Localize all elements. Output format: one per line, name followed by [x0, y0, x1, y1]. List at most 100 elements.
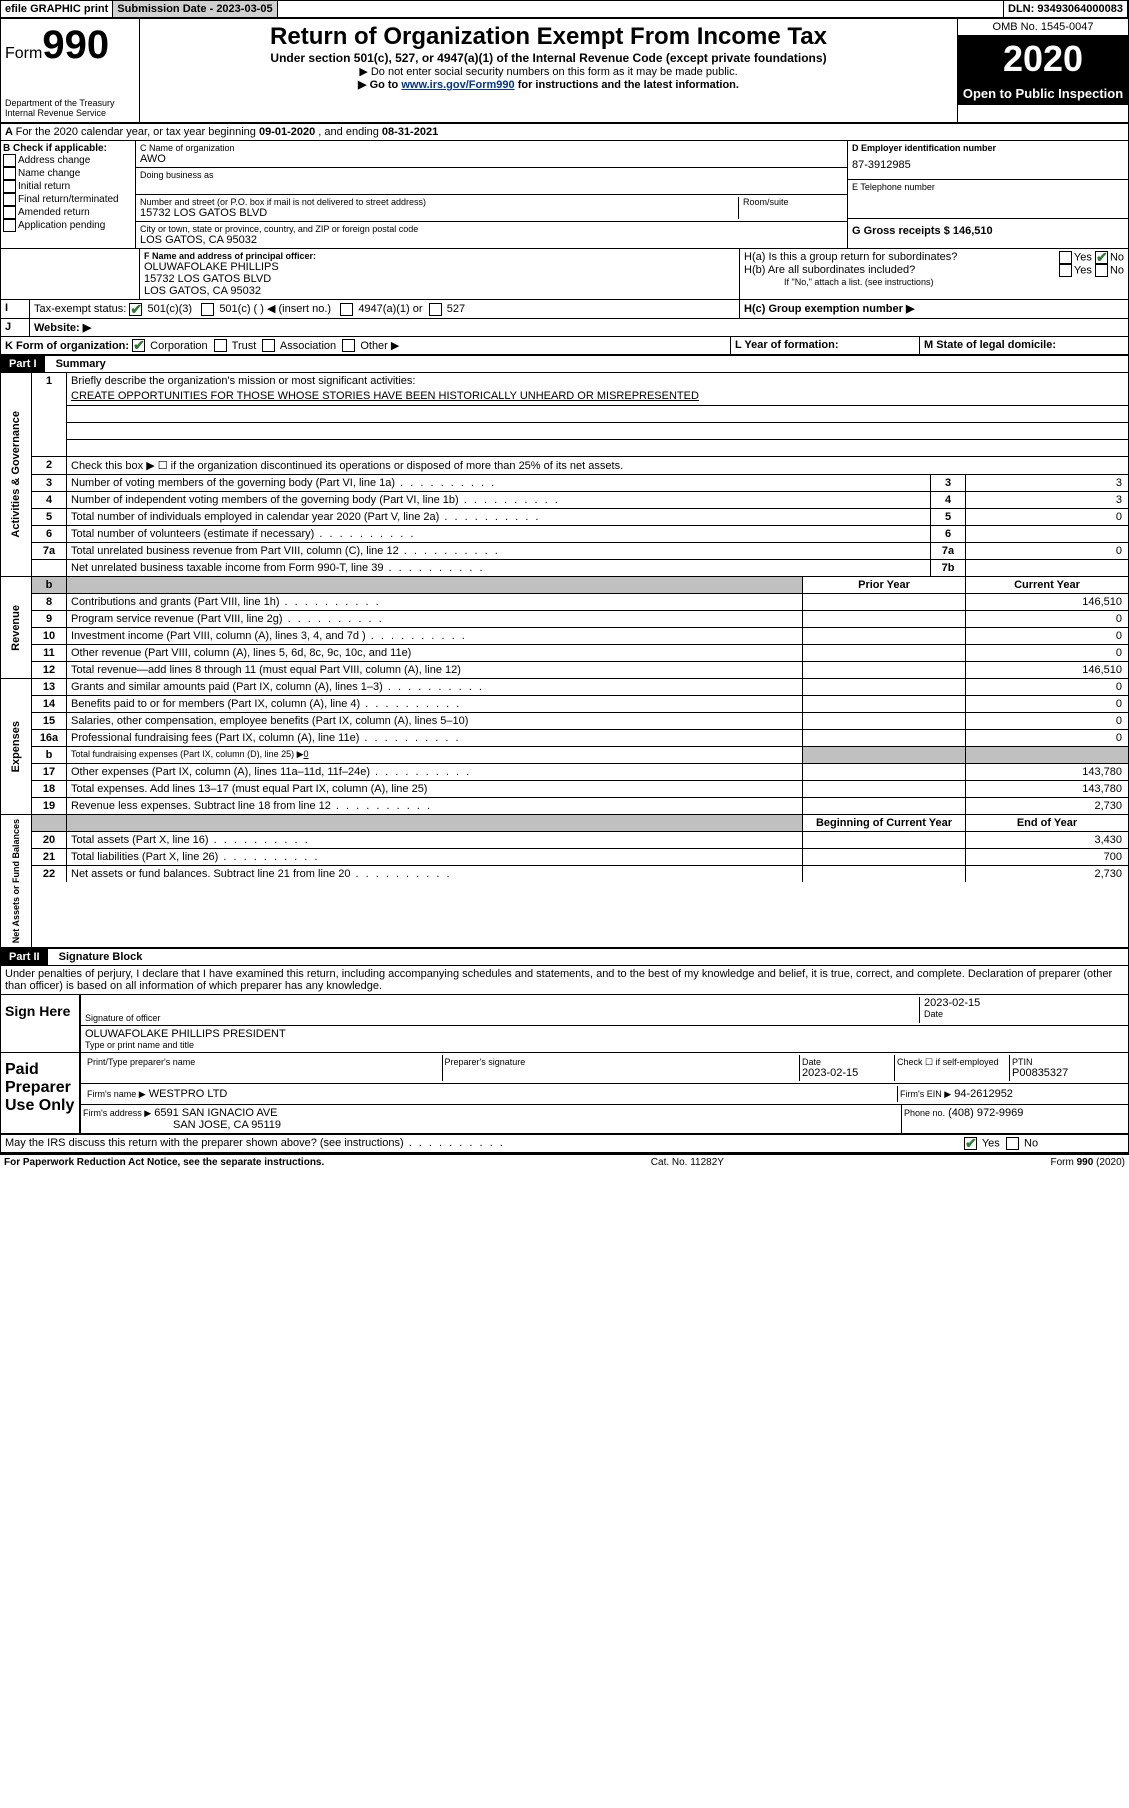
line7a-val: 0 — [965, 543, 1128, 559]
discuss-question: May the IRS discuss this return with the… — [5, 1137, 505, 1149]
hb-no-checkbox[interactable] — [1095, 264, 1108, 277]
part-i-title: Summary — [48, 358, 106, 370]
firm-phone-label: Phone no. — [904, 1108, 945, 1118]
firm-name: WESTPRO LTD — [149, 1088, 228, 1100]
final-return-checkbox[interactable] — [3, 193, 16, 206]
line11-text: Other revenue (Part VIII, column (A), li… — [67, 645, 802, 661]
line2-text: Check this box ▶ ☐ if the organization d… — [67, 457, 1128, 474]
submission-date-button[interactable]: Submission Date - 2023-03-05 — [113, 1, 277, 17]
rev-vlabel: Revenue — [8, 601, 24, 655]
officer-name: OLUWAFOLAKE PHILLIPS — [144, 261, 735, 273]
address-label: Number and street (or P.O. box if mail i… — [140, 197, 734, 207]
sig-name: OLUWAFOLAKE PHILLIPS PRESIDENT — [85, 1028, 1124, 1040]
form-header: Form990 Department of the Treasury Inter… — [1, 19, 1128, 124]
line22-text: Net assets or fund balances. Subtract li… — [67, 866, 802, 882]
form-title: Return of Organization Exempt From Incom… — [144, 23, 953, 51]
line10-text: Investment income (Part VIII, column (A)… — [67, 628, 802, 644]
current-year-hdr: Current Year — [965, 577, 1128, 593]
line19-cur: 2,730 — [965, 798, 1128, 814]
form-footer: Form 990 (2020) — [1051, 1157, 1125, 1168]
gov-vlabel: Activities & Governance — [8, 407, 24, 542]
line14-cur: 0 — [965, 696, 1128, 712]
assoc-checkbox[interactable] — [262, 339, 275, 352]
line9-cur: 0 — [965, 611, 1128, 627]
address-value: 15732 LOS GATOS BLVD — [140, 207, 734, 219]
line20-cur: 3,430 — [965, 832, 1128, 848]
501c3-checkbox[interactable] — [129, 303, 142, 316]
end-year-hdr: End of Year — [965, 815, 1128, 831]
527-checkbox[interactable] — [429, 303, 442, 316]
line17-text: Other expenses (Part IX, column (A), lin… — [67, 764, 802, 780]
amended-return-checkbox[interactable] — [3, 206, 16, 219]
prior-year-hdr: Prior Year — [802, 577, 965, 593]
line15-text: Salaries, other compensation, employee b… — [67, 713, 802, 729]
firm-addr2: SAN JOSE, CA 95119 — [83, 1119, 899, 1131]
sig-date-label: Date — [924, 1009, 1124, 1019]
line1-label: Briefly describe the organization's miss… — [67, 373, 1128, 389]
irs-label: Internal Revenue Service — [5, 108, 135, 118]
initial-return-checkbox[interactable] — [3, 180, 16, 193]
firm-ein-label: Firm's EIN ▶ — [900, 1089, 951, 1099]
line6-text: Total number of volunteers (estimate if … — [67, 526, 930, 542]
dln-label: DLN: 93493064000083 — [1004, 1, 1128, 17]
firm-name-label: Firm's name ▶ — [87, 1089, 146, 1099]
sig-date: 2023-02-15 — [924, 997, 1124, 1009]
firm-phone: (408) 972-9969 — [948, 1107, 1023, 1119]
line7a-text: Total unrelated business revenue from Pa… — [67, 543, 930, 559]
omb-label: OMB No. 1545-0047 — [958, 19, 1128, 36]
line17-cur: 143,780 — [965, 764, 1128, 780]
hb-yes-checkbox[interactable] — [1059, 264, 1072, 277]
part-ii-title: Signature Block — [51, 951, 143, 963]
org-name-label: C Name of organization — [140, 143, 843, 153]
ha-no-checkbox[interactable] — [1095, 251, 1108, 264]
dba-label: Doing business as — [140, 170, 843, 180]
form-subtitle-3: ▶ Go to www.irs.gov/Form990 for instruct… — [144, 78, 953, 91]
line4-val: 3 — [965, 492, 1128, 508]
line10-cur: 0 — [965, 628, 1128, 644]
officer-addr2: LOS GATOS, CA 95032 — [144, 285, 735, 297]
part-ii-header: Part II — [1, 949, 48, 965]
line7b-text: Net unrelated business taxable income fr… — [67, 560, 930, 576]
line13-cur: 0 — [965, 679, 1128, 695]
discuss-no-checkbox[interactable] — [1006, 1137, 1019, 1150]
begin-year-hdr: Beginning of Current Year — [802, 815, 965, 831]
line6-val — [965, 526, 1128, 542]
4947-checkbox[interactable] — [340, 303, 353, 316]
ein-label: D Employer identification number — [852, 143, 996, 153]
line13-text: Grants and similar amounts paid (Part IX… — [67, 679, 802, 695]
line8-cur: 146,510 — [965, 594, 1128, 610]
room-label: Room/suite — [743, 197, 843, 207]
phone-label: E Telephone number — [852, 182, 1124, 192]
officer-addr1: 15732 LOS GATOS BLVD — [144, 273, 735, 285]
line18-text: Total expenses. Add lines 13–17 (must eq… — [67, 781, 802, 797]
address-change-checkbox[interactable] — [3, 154, 16, 167]
trust-checkbox[interactable] — [214, 339, 227, 352]
line20-text: Total assets (Part X, line 16) — [67, 832, 802, 848]
hc-label: H(c) Group exemption number ▶ — [740, 300, 1128, 318]
open-public-label: Open to Public Inspection — [958, 82, 1128, 105]
top-bar: efile GRAPHIC print Submission Date - 20… — [1, 1, 1128, 19]
ha-yes-checkbox[interactable] — [1059, 251, 1072, 264]
hb-note: If "No," attach a list. (see instruction… — [744, 277, 1124, 287]
sig-officer-label: Signature of officer — [85, 1013, 919, 1023]
form-number: Form990 — [5, 23, 135, 68]
form-subtitle-1: Under section 501(c), 527, or 4947(a)(1)… — [144, 51, 953, 65]
other-checkbox[interactable] — [342, 339, 355, 352]
discuss-yes-checkbox[interactable] — [964, 1137, 977, 1150]
name-change-checkbox[interactable] — [3, 167, 16, 180]
corp-checkbox[interactable] — [132, 339, 145, 352]
line7b-val — [965, 560, 1128, 576]
line15-cur: 0 — [965, 713, 1128, 729]
ein-value: 87-3912985 — [852, 153, 1124, 177]
irs-link[interactable]: www.irs.gov/Form990 — [401, 79, 514, 91]
city-value: LOS GATOS, CA 95032 — [140, 234, 843, 246]
sign-here-label: Sign Here — [1, 995, 79, 1052]
sig-name-label: Type or print name and title — [85, 1040, 1124, 1050]
application-pending-checkbox[interactable] — [3, 219, 16, 232]
ha-label: H(a) Is this a group return for subordin… — [744, 251, 1059, 264]
cat-no: Cat. No. 11282Y — [651, 1157, 724, 1168]
line5-text: Total number of individuals employed in … — [67, 509, 930, 525]
pname-label: Print/Type preparer's name — [87, 1057, 440, 1067]
self-emp-label: Check ☐ if self-employed — [895, 1055, 1010, 1081]
501c-checkbox[interactable] — [201, 303, 214, 316]
